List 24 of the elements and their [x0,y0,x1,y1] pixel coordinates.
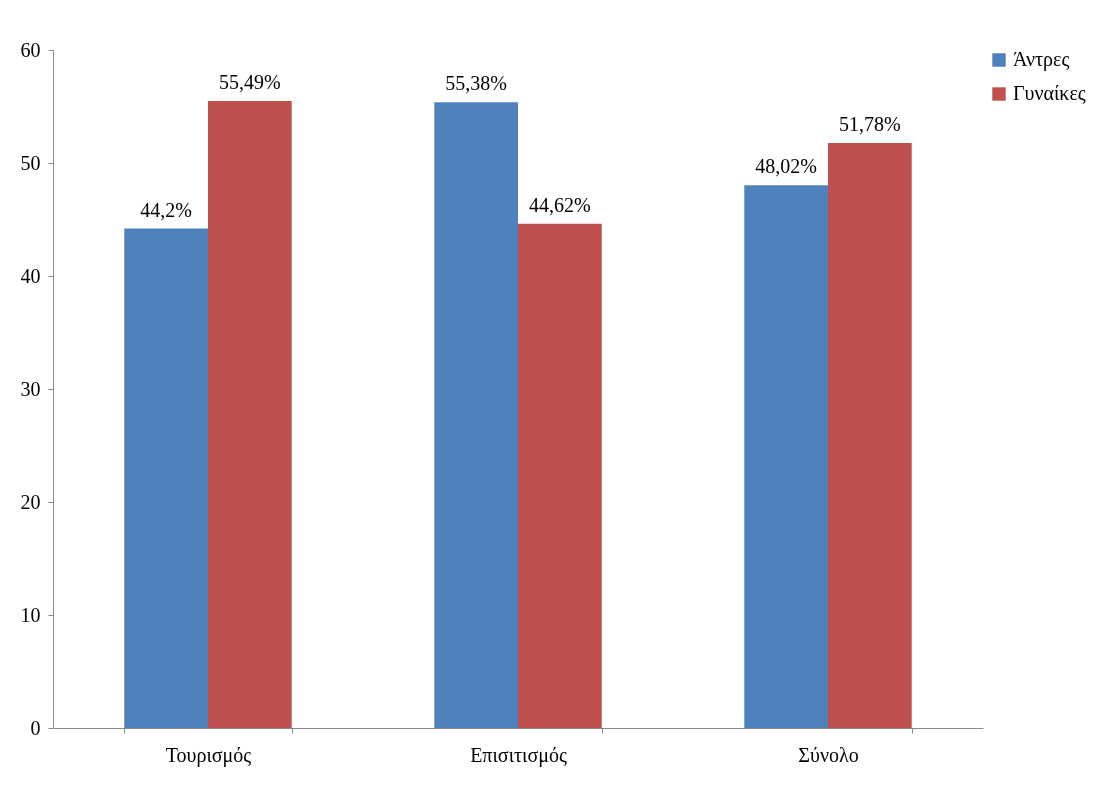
data-label: 44,62% [529,193,591,216]
data-label: 55,49% [219,70,281,93]
x-tick-label: Επισιτισμός [470,743,567,767]
legend-label: Γυναίκες [1013,82,1086,104]
bar [518,223,602,728]
bar [744,185,828,728]
bar [434,102,518,728]
data-label: 44,2% [140,198,192,221]
y-tick-label: 20 [20,490,41,513]
y-tick-label: 30 [20,377,41,400]
data-label: 51,78% [839,112,901,135]
data-label: 48,02% [755,155,817,178]
y-tick-label: 50 [20,151,41,174]
y-tick-label: 40 [20,264,41,287]
y-tick-label: 10 [20,603,41,626]
bar [828,142,912,728]
legend-label: Άντρες [1013,48,1070,71]
y-tick-label: 0 [30,716,41,739]
bar [124,228,208,728]
x-tick-label: Τουρισμός [165,743,252,767]
x-tick-label: Σύνολο [798,743,859,766]
data-label: 55,38% [445,72,507,95]
y-tick-label: 60 [20,38,41,61]
bar [208,100,292,728]
